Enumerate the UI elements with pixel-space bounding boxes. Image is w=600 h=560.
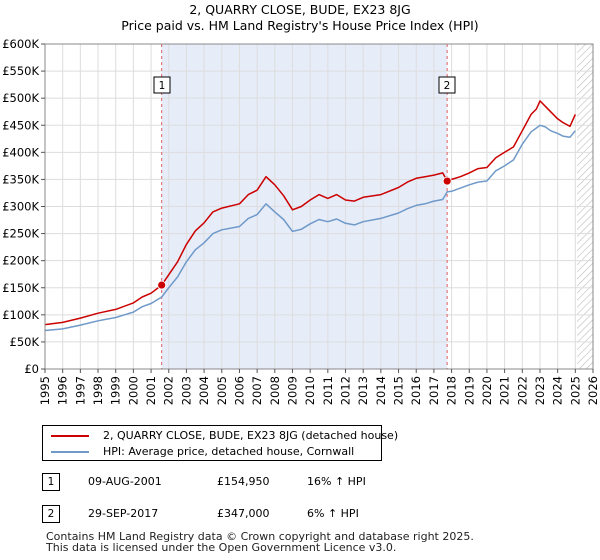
price-chart: 1 2 1995 1996 1997 1998 1999 2000 2001 2002 2003 2… [2,37,600,405]
x-tick-label: 2017 [427,376,441,405]
x-tick-label: 2013 [356,376,370,405]
transaction-marker-badge [438,76,456,94]
x-tick-label: 2006 [232,376,246,405]
legend-hpi-label: HPI: Average price, detached house, Corn… [103,445,355,458]
y-tick-label: £450K [2,118,39,132]
x-tick-label: 2025 [568,376,582,405]
y-tick-label: £150K [2,281,39,295]
transaction-date: 29-SEP-2017 [88,507,159,520]
transaction-price: £154,950 [217,475,270,488]
x-tick-label: 2011 [321,376,335,405]
x-tick-label: 2008 [268,376,282,405]
y-tick-label: £100K [2,308,39,322]
attribution-line2: This data is licensed under the Open Gov… [46,541,397,554]
transaction-marker-label: 2 [444,80,451,92]
x-tick-label: 1995 [38,376,52,405]
attribution-footer: Contains HM Land Registry data © Crown c… [46,531,474,553]
y-tick-label: £500K [2,91,39,105]
chart-title: 2, QUARRY CLOSE, BUDE, EX23 8JG Price pa… [0,2,600,34]
x-tick-label: 2002 [162,376,176,405]
x-tick-label: 2014 [374,376,388,405]
y-tick-label: £600K [2,37,39,51]
x-tick-label: 2009 [285,376,299,405]
x-tick-label: 2026 [586,376,600,405]
x-tick-label: 2021 [498,376,512,405]
transaction-hpi-change: 16% ↑ HPI [307,475,366,488]
x-tick-label: 1996 [56,376,70,405]
x-tick-label: 2022 [515,376,529,405]
transaction-hpi-change: 6% ↑ HPI [307,507,359,520]
x-tick-label: 2024 [551,376,565,405]
x-tick-label: 2004 [197,376,211,405]
legend-item-hpi: HPI: Average price, detached house, Corn… [51,444,354,460]
x-tick-label: 2016 [409,376,423,405]
x-tick-label: 2012 [339,376,353,405]
y-tick-label: £250K [2,227,39,241]
x-tick-label: 2019 [462,376,476,405]
y-tick-label: £200K [2,254,39,268]
legend-hpi-swatch [51,451,89,453]
x-tick-label: 2010 [303,376,317,405]
x-tick-label: 2018 [445,376,459,405]
property-price-line [44,100,576,326]
x-tick-label: 1999 [109,376,123,405]
x-tick-label: 2000 [126,376,140,405]
x-tick-label: 2020 [480,376,494,405]
chart-legend: 2, QUARRY CLOSE, BUDE, EX23 8JG (detache… [42,425,398,461]
chart-title-line1: 2, QUARRY CLOSE, BUDE, EX23 8JG [189,2,411,17]
y-tick-label: £300K [2,200,39,214]
x-tick-label: 2003 [179,376,193,405]
attribution-line1: Contains HM Land Registry data © Crown c… [46,530,474,543]
hpi-line [44,124,576,332]
y-tick-label: £400K [2,145,39,159]
x-tick-label: 1998 [91,376,105,405]
transaction-point [157,280,167,290]
transaction-price: £347,000 [217,507,270,520]
x-tick-label: 2005 [215,376,229,405]
chart-title-line2: Price paid vs. HM Land Registry's House … [121,18,479,33]
x-tick-label: 2001 [144,376,158,405]
x-tick-label: 1997 [73,376,87,405]
transaction-date: 09-AUG-2001 [88,475,162,488]
legend-property-swatch [51,435,89,437]
transaction-point [442,176,452,186]
transaction-badge: 1 [42,473,60,491]
transaction-marker-label: 1 [159,80,166,92]
x-tick-label: 2015 [392,376,406,405]
legend-property-label: 2, QUARRY CLOSE, BUDE, EX23 8JG (detache… [103,429,399,442]
transaction-marker-badge [153,76,171,94]
y-tick-label: £550K [2,64,39,78]
legend-item-property: 2, QUARRY CLOSE, BUDE, EX23 8JG (detache… [51,428,398,444]
y-tick-label: £50K [10,335,40,349]
x-tick-label: 2007 [250,376,264,405]
y-tick-label: £350K [2,172,39,186]
transaction-badge: 2 [42,505,60,523]
y-tick-label: £0 [24,362,39,376]
x-tick-label: 2023 [533,376,547,405]
